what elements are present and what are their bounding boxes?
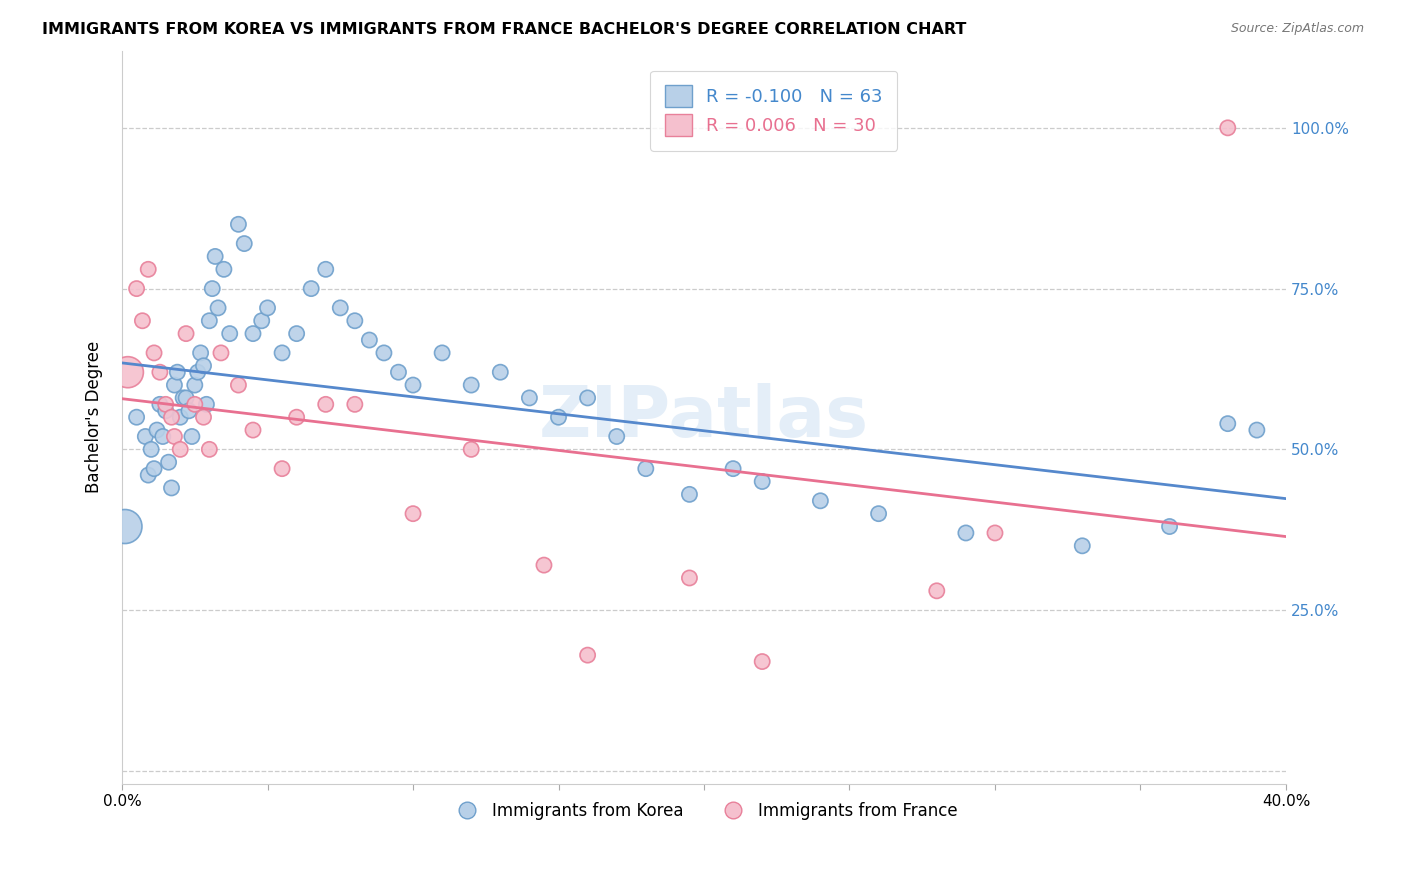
Point <box>1216 417 1239 431</box>
Point <box>721 461 744 475</box>
Point <box>808 493 831 508</box>
Point <box>678 487 700 501</box>
Point <box>533 558 555 573</box>
Point <box>285 326 308 341</box>
Point <box>271 461 294 475</box>
Point <box>1246 423 1268 437</box>
Point <box>343 397 366 411</box>
Point <box>430 346 453 360</box>
Point <box>955 525 977 540</box>
Point <box>152 429 174 443</box>
Point <box>315 262 337 277</box>
Text: ZIPatlas: ZIPatlas <box>538 383 869 451</box>
Point <box>166 365 188 379</box>
Point <box>157 455 180 469</box>
Point <box>925 583 948 598</box>
Point <box>155 404 177 418</box>
Point <box>1216 120 1239 135</box>
Point <box>233 236 256 251</box>
Text: IMMIGRANTS FROM KOREA VS IMMIGRANTS FROM FRANCE BACHELOR'S DEGREE CORRELATION CH: IMMIGRANTS FROM KOREA VS IMMIGRANTS FROM… <box>42 22 966 37</box>
Point <box>315 397 337 411</box>
Point <box>250 314 273 328</box>
Point <box>271 346 294 360</box>
Point <box>195 397 218 411</box>
Point <box>169 442 191 457</box>
Point <box>193 410 215 425</box>
Point <box>184 397 207 411</box>
Text: Source: ZipAtlas.com: Source: ZipAtlas.com <box>1230 22 1364 36</box>
Point <box>242 326 264 341</box>
Point <box>117 365 139 379</box>
Point <box>519 391 541 405</box>
Point <box>177 404 200 418</box>
Point <box>299 282 322 296</box>
Point <box>576 391 599 405</box>
Point <box>212 262 235 277</box>
Point <box>149 365 172 379</box>
Point <box>359 333 381 347</box>
Point <box>228 378 250 392</box>
Point <box>198 314 221 328</box>
Point <box>373 346 395 360</box>
Point <box>163 429 186 443</box>
Point <box>131 314 153 328</box>
Point <box>547 410 569 425</box>
Point <box>256 301 278 315</box>
Point <box>1159 519 1181 533</box>
Point <box>460 442 482 457</box>
Point <box>751 475 773 489</box>
Point <box>143 346 166 360</box>
Point <box>606 429 628 443</box>
Point <box>125 410 148 425</box>
Point <box>160 481 183 495</box>
Point <box>868 507 890 521</box>
Point <box>242 423 264 437</box>
Point <box>169 410 191 425</box>
Point <box>174 391 197 405</box>
Point <box>201 282 224 296</box>
Point <box>329 301 352 315</box>
Point <box>1071 539 1094 553</box>
Point <box>172 391 194 405</box>
Point <box>134 429 156 443</box>
Y-axis label: Bachelor's Degree: Bachelor's Degree <box>86 341 103 493</box>
Point <box>136 262 159 277</box>
Point <box>187 365 209 379</box>
Point <box>387 365 409 379</box>
Point <box>198 442 221 457</box>
Point <box>228 217 250 231</box>
Point <box>141 442 163 457</box>
Point <box>207 301 229 315</box>
Point <box>489 365 512 379</box>
Point <box>634 461 657 475</box>
Point <box>678 571 700 585</box>
Point <box>460 378 482 392</box>
Point <box>402 378 425 392</box>
Point <box>576 648 599 662</box>
Point <box>125 282 148 296</box>
Point <box>204 249 226 263</box>
Point <box>209 346 232 360</box>
Point <box>149 397 172 411</box>
Point <box>114 519 136 533</box>
Point <box>174 326 197 341</box>
Point <box>136 468 159 483</box>
Point <box>184 378 207 392</box>
Point <box>180 429 202 443</box>
Point <box>146 423 169 437</box>
Point <box>193 359 215 373</box>
Point <box>160 410 183 425</box>
Point <box>163 378 186 392</box>
Point <box>343 314 366 328</box>
Point <box>155 397 177 411</box>
Point <box>285 410 308 425</box>
Point <box>143 461 166 475</box>
Point <box>190 346 212 360</box>
Point <box>218 326 240 341</box>
Point <box>751 655 773 669</box>
Legend: Immigrants from Korea, Immigrants from France: Immigrants from Korea, Immigrants from F… <box>443 796 965 827</box>
Point <box>402 507 425 521</box>
Point <box>984 525 1007 540</box>
